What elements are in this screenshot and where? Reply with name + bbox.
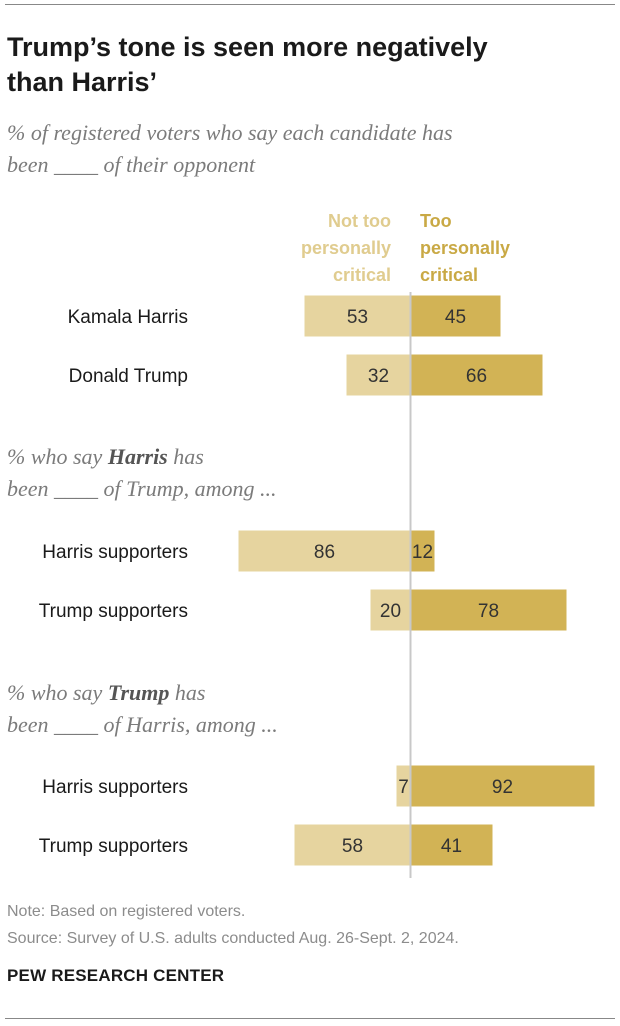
bar-too-g0-r1 xyxy=(410,354,543,396)
bar-too-g1-r1 xyxy=(410,589,567,631)
row-label-g2-r1: Trump supporters xyxy=(39,836,188,857)
section-trump-line-2: been ____ of Harris, among ... xyxy=(7,712,278,737)
subtitle-line-2: been ____ of their opponent xyxy=(7,152,256,177)
section-harris-prefix: % who say xyxy=(7,444,108,469)
value-too-g0-r0: 45 xyxy=(445,307,466,328)
footnote: Note: Based on registered voters. xyxy=(7,903,246,920)
bar-not-too-g2-r1 xyxy=(294,824,411,866)
legend-right-line-1: Too xyxy=(420,211,452,231)
bar-not-too-g2-r0 xyxy=(396,765,411,807)
legend-left-line-3: critical xyxy=(332,265,391,285)
value-too-g2-r1: 41 xyxy=(441,836,462,857)
section-harris-line-2: been ____ of Trump, among ... xyxy=(7,476,277,501)
bar-not-too-g1-r0 xyxy=(238,530,411,572)
legend-not-too-critical: Not too personally critical xyxy=(231,208,391,289)
chart-subtitle: % of registered voters who say each cand… xyxy=(7,117,607,181)
legend-right-line-3: critical xyxy=(420,265,479,285)
section-head-trump: % who say Trump has been ____ of Harris,… xyxy=(7,677,607,741)
section-harris-suffix: has xyxy=(167,444,204,469)
value-too-g2-r0: 92 xyxy=(492,777,513,798)
bar-too-g1-r0 xyxy=(410,530,435,572)
section-trump-bold: Trump xyxy=(107,680,170,705)
title-line-2: than Harris’ xyxy=(7,67,158,97)
source-note: Source: Survey of U.S. adults conducted … xyxy=(7,930,459,947)
bar-too-g2-r0 xyxy=(410,765,595,807)
bar-not-too-g0-r0 xyxy=(304,295,411,337)
bar-not-too-g0-r1 xyxy=(346,354,411,396)
row-label-g0-r0: Kamala Harris xyxy=(68,307,188,328)
row-label-g1-r1: Trump supporters xyxy=(39,601,188,622)
section-harris-bold: Harris xyxy=(107,444,168,469)
top-rule xyxy=(5,4,615,5)
legend-left-line-1: Not too xyxy=(328,211,391,231)
value-not-too-g1-r0: 86 xyxy=(314,542,335,563)
value-too-g1-r1: 78 xyxy=(478,601,499,622)
value-not-too-g1-r1: 20 xyxy=(380,601,401,622)
bar-too-g2-r1 xyxy=(410,824,493,866)
section-trump-prefix: % who say xyxy=(7,680,108,705)
section-trump-suffix: has xyxy=(169,680,206,705)
bar-too-g0-r0 xyxy=(410,295,501,337)
subtitle-line-1: % of registered voters who say each cand… xyxy=(7,120,453,145)
value-not-too-g0-r0: 53 xyxy=(347,307,368,328)
value-too-g0-r1: 66 xyxy=(466,366,487,387)
value-not-too-g2-r0: 7 xyxy=(398,777,409,798)
row-label-g1-r0: Harris supporters xyxy=(42,542,188,563)
title-line-1: Trump’s tone is seen more negatively xyxy=(7,32,488,62)
section-head-harris: % who say Harris has been ____ of Trump,… xyxy=(7,441,607,505)
legend-too-critical: Too personally critical xyxy=(420,208,580,289)
pew-logo-text: PEW RESEARCH CENTER xyxy=(7,966,225,985)
chart-title: Trump’s tone is seen more negatively tha… xyxy=(7,30,607,100)
bottom-rule xyxy=(5,1018,615,1019)
bar-not-too-g1-r1 xyxy=(370,589,411,631)
legend-right-line-2: personally xyxy=(420,238,511,258)
value-not-too-g2-r1: 58 xyxy=(342,836,363,857)
value-not-too-g0-r1: 32 xyxy=(368,366,389,387)
legend-left-line-2: personally xyxy=(300,238,391,258)
row-label-g2-r0: Harris supporters xyxy=(42,777,188,798)
row-label-g0-r1: Donald Trump xyxy=(69,366,188,387)
value-too-g1-r0: 12 xyxy=(412,542,433,563)
